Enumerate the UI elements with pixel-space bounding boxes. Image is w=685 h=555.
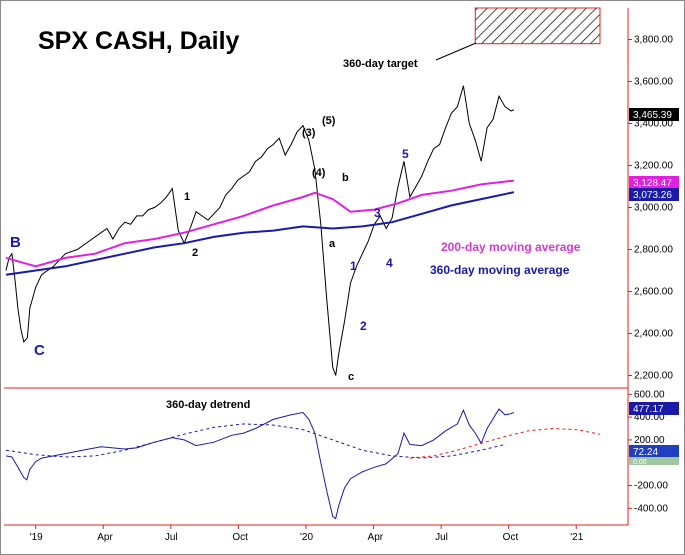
wave-label-5-blue: 5	[402, 147, 409, 161]
x-tick-label: Jul	[165, 532, 178, 543]
detrend-value-bg	[629, 402, 679, 415]
x-tick-label: Oct	[503, 532, 519, 543]
target-label: 360-day target	[343, 58, 418, 70]
detrend-third-label: 0.00	[633, 459, 647, 466]
detrend-third-bg	[629, 457, 679, 465]
x-tick-label: '19	[30, 532, 43, 543]
chart-title: SPX CASH, Daily	[38, 27, 240, 55]
x-tick-label: Oct	[232, 532, 248, 543]
detrend-line-360-day-detrend	[5, 408, 515, 520]
detrend-y-axis: 600.00 400.00 200.00 -200.00 -400.00	[628, 389, 668, 514]
detrend-y-tick-label: 200.00	[634, 435, 665, 446]
price-y-tick-label: 2,200.00	[634, 371, 673, 382]
wave-label-5-paren: (5)	[322, 115, 336, 127]
detrend-line-cycle-projection-extension	[409, 427, 601, 459]
ma360-legend: 360-day moving average	[430, 263, 570, 277]
wave-label-a: a	[329, 238, 336, 250]
detrend-line-cycle-projection	[5, 423, 506, 459]
price-y-tick-label: 3,000.00	[634, 203, 673, 214]
wave-label-B: B	[10, 234, 21, 251]
detrend-value-label: 477.17	[633, 404, 664, 415]
detrend-y-tick-label: -400.00	[634, 503, 668, 514]
detrend-y-tick-label: -200.00	[634, 481, 668, 492]
wave-label-1-black: 1	[184, 191, 190, 203]
series-line-360-day-moving-average	[5, 191, 515, 276]
x-tick-label: Apr	[97, 532, 113, 543]
wave-label-3-paren: (3)	[302, 127, 316, 139]
ma200-value-label: 3,128.47	[633, 178, 672, 189]
price-pane	[5, 85, 515, 376]
detrend-y-tick-label: 400.00	[634, 412, 665, 423]
target-pointer-line	[435, 42, 477, 61]
x-tick-label: '20	[300, 532, 313, 543]
wave-label-3-blue: 3	[374, 206, 381, 220]
wave-label-4-paren: (4)	[312, 167, 326, 179]
ma200-legend: 200-day moving average	[441, 240, 581, 254]
wave-label-1-blue: 1	[350, 259, 357, 273]
price-y-tick-label: 2,600.00	[634, 287, 673, 298]
detrend-low-label: 72.24	[633, 447, 658, 458]
x-tick-label: '21	[570, 532, 583, 543]
price-y-tick-label: 3,800.00	[634, 35, 673, 46]
detrend-low-bg	[629, 445, 679, 458]
wave-label-2-blue: 2	[360, 319, 367, 333]
wave-label-C: C	[34, 342, 45, 359]
wave-label-c: c	[348, 371, 354, 383]
price-y-tick-label: 2,400.00	[634, 329, 673, 340]
x-tick-label: Apr	[368, 532, 384, 543]
series-line-spx-cash	[5, 85, 515, 376]
wave-label-2-black: 2	[192, 247, 198, 259]
price-y-tick-label: 2,800.00	[634, 245, 673, 256]
x-axis: '19 Apr Jul Oct '20 Apr Jul Oct '21	[30, 525, 584, 543]
wave-label-4-blue: 4	[386, 256, 393, 270]
price-y-tick-label: 3,400.00	[634, 119, 673, 130]
ma360-value-bg	[629, 188, 679, 201]
series-line-200-day-moving-average	[5, 179, 515, 268]
detrend-label: 360-day detrend	[166, 399, 250, 411]
price-value-label: 3,465.39	[633, 110, 672, 121]
ma360-value-label: 3,073.26	[633, 190, 672, 201]
ma200-value-bg	[629, 176, 679, 189]
price-y-tick-label: 3,600.00	[634, 77, 673, 88]
price-y-axis: 3,800.00 3,600.00 3,400.00 3,200.00 3,000.00…	[628, 35, 673, 382]
target-zone-box	[474, 7, 601, 45]
wave-label-b: b	[342, 172, 349, 184]
detrend-y-tick-label: 600.00	[634, 389, 665, 400]
detrend-pane	[5, 408, 601, 520]
x-tick-label: Jul	[435, 532, 448, 543]
price-y-tick-label: 3,200.00	[634, 161, 673, 172]
price-value-bg	[629, 108, 679, 121]
